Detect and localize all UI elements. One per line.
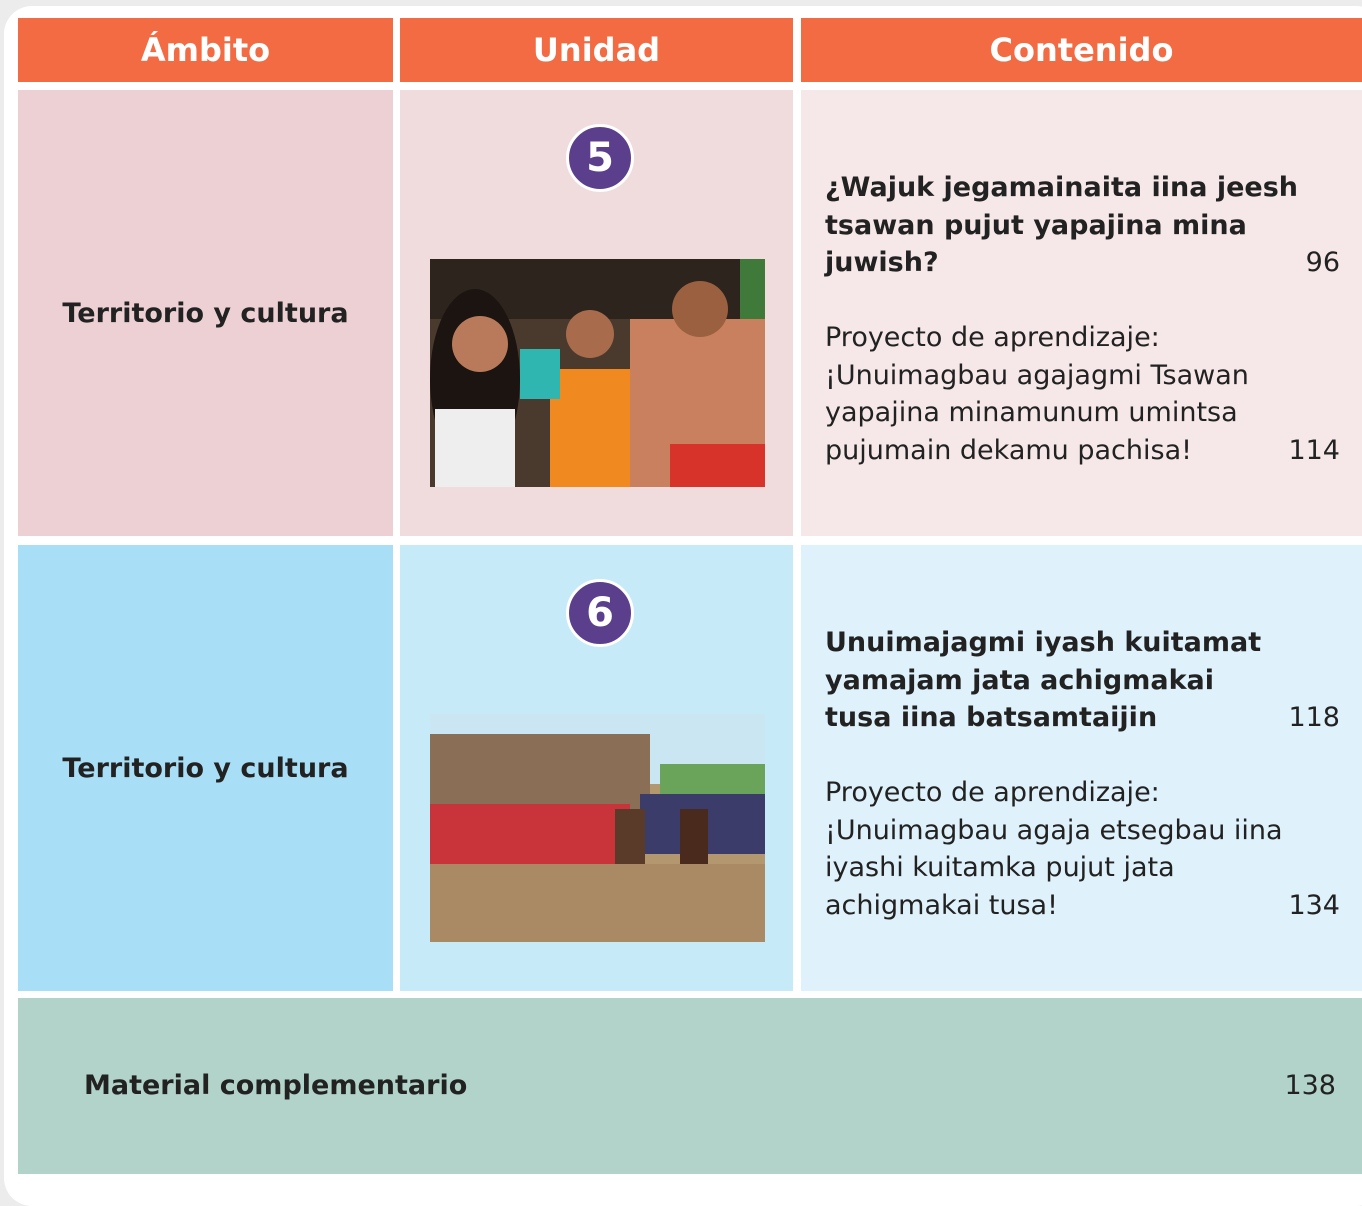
page-number: 118 xyxy=(1288,702,1340,733)
project-line: achigmakai tusa! xyxy=(825,889,1058,921)
project-line: ¡Unuimagbau agajagmi Tsawan xyxy=(825,359,1249,391)
title-line: juwish? xyxy=(825,247,939,278)
unit-cell: 6 xyxy=(400,545,793,991)
photo xyxy=(430,259,765,487)
unit-badge: 6 xyxy=(566,579,634,647)
title-line: Unuimajagmi iyash kuitamat xyxy=(825,627,1262,658)
project-text: Proyecto de aprendizaje: ¡Unuimagbau agaj… xyxy=(825,774,1340,924)
content-cell: Unuimajagmi iyash kuitamat yamajam jata a… xyxy=(801,545,1362,991)
project-line: iyashi kuitamka pujut jata xyxy=(825,852,1175,883)
project-line: ¡Unuimagbau agaja etsegbau iina xyxy=(825,814,1283,846)
project-line: yapajina minamunum umintsa xyxy=(825,397,1238,428)
title-line: tsawan pujut yapajina mina xyxy=(825,209,1247,241)
content-title: Unuimajagmi iyash kuitamat yamajam jata a… xyxy=(825,624,1340,737)
header-cell: Contenido xyxy=(801,18,1362,82)
page-number: 114 xyxy=(1288,434,1340,466)
ambito-cell: Territorio y cultura xyxy=(18,545,393,991)
project-text: Proyecto de aprendizaje: ¡Unuimagbau agaj… xyxy=(825,319,1340,469)
content-cell: ¿Wajuk jegamainaita iina jeesh tsawan puj… xyxy=(801,90,1362,536)
project-line: Proyecto de aprendizaje: xyxy=(825,777,1160,808)
header-cell: Ámbito xyxy=(18,18,393,82)
unit-cell: 5 xyxy=(400,90,793,536)
project-line: Proyecto de aprendizaje: xyxy=(825,322,1160,353)
title-line: tusa iina batsamtaijin xyxy=(825,702,1158,733)
title-line: yamajam jata achigmakai xyxy=(825,664,1214,696)
unit-badge: 5 xyxy=(566,124,634,192)
project-line: pujumain dekamu pachisa! xyxy=(825,434,1192,466)
page-number: 134 xyxy=(1288,889,1340,921)
footer-label: Material complementario xyxy=(84,1070,468,1101)
ambito-cell: Territorio y cultura xyxy=(18,90,393,536)
title-line: ¿Wajuk jegamainaita iina jeesh xyxy=(825,172,1299,203)
photo xyxy=(430,714,765,942)
footer-row: Material complementario 138 xyxy=(18,998,1362,1174)
content-title: ¿Wajuk jegamainaita iina jeesh tsawan puj… xyxy=(825,169,1340,282)
page: Ámbito Unidad Contenido Territorio y cul… xyxy=(4,6,1362,1206)
page-number: 96 xyxy=(1305,247,1340,278)
header-cell: Unidad xyxy=(400,18,793,82)
footer-page: 138 xyxy=(1284,1070,1336,1101)
